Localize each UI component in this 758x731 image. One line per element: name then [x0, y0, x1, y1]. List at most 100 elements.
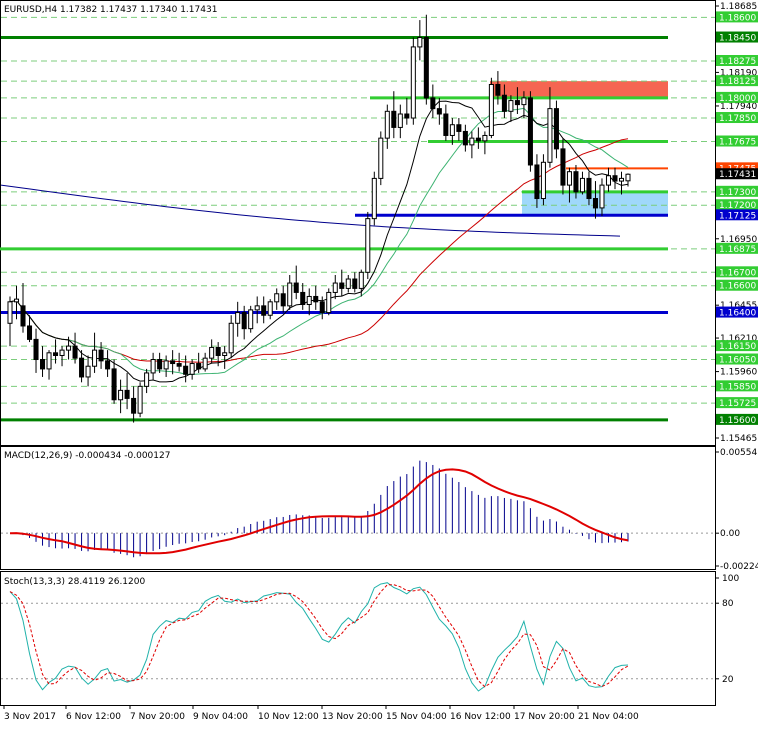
time-tick-label: 13 Nov 20:00: [322, 712, 383, 722]
price-level-label: 1.18000: [719, 94, 756, 104]
stoch-k-line: [9, 582, 629, 692]
price-level-label: 1.16050: [719, 356, 756, 366]
price-level-label: 1.16150: [719, 342, 756, 352]
stoch-pane: [0, 571, 716, 706]
candle-body: [592, 198, 598, 209]
candle-body: [488, 83, 494, 136]
candle-body: [183, 365, 189, 375]
candle-body: [235, 312, 241, 324]
stoch-d-line: [9, 584, 629, 688]
candle-body: [53, 352, 59, 356]
time-tick-label: 6 Nov 12:00: [66, 712, 121, 722]
candle-body: [462, 130, 468, 146]
time-tick-label: 9 Nov 04:00: [193, 712, 248, 722]
last-price-label: 1.17431: [719, 170, 756, 180]
candle-body: [124, 389, 130, 399]
candle-body: [150, 359, 156, 374]
candle-body: [144, 372, 150, 387]
candle-body: [404, 113, 410, 119]
candle-body: [215, 346, 221, 356]
time-tick-label: 3 Nov 2017: [4, 712, 56, 722]
price-axis: 1.18685 1.18190 1.17940 1.16950 1.16455 1.162…: [715, 2, 758, 444]
candle-body: [163, 360, 169, 370]
price-level-tag: [716, 242, 758, 254]
candle-body: [79, 357, 85, 378]
price-level-label: 1.16400: [719, 309, 756, 319]
price-level-tag: [716, 266, 758, 278]
price-level-label: 1.17850: [719, 114, 756, 124]
macd-indicator: 0.00554 0.00 -0.00224: [1, 448, 758, 572]
price-level-tag: [716, 306, 758, 318]
price-level-label: 1.18600: [719, 13, 756, 23]
candle-body: [417, 37, 423, 48]
macd-pane: [0, 446, 716, 570]
macd-signal-line: [9, 468, 629, 555]
price-level-label: 1.17200: [719, 201, 756, 211]
price-level-tag: [716, 353, 758, 365]
candle-body: [612, 175, 618, 182]
macd-pane-title: MACD(12,26,9) -0.000434 -0.000127: [4, 451, 170, 461]
price-level-tag: [716, 91, 758, 103]
candle-body: [33, 338, 39, 361]
macd-tick-label: 0.00: [720, 529, 740, 539]
candle-body: [319, 301, 325, 314]
candle-body: [248, 309, 254, 330]
candle-body: [469, 137, 475, 146]
candle-body: [196, 363, 202, 370]
price-level-tag: [716, 413, 758, 425]
candle-body: [599, 184, 605, 209]
ma-black: [9, 100, 629, 383]
candle-body: [261, 305, 267, 316]
candle-body: [514, 100, 520, 106]
candle-body: [300, 291, 306, 306]
ma-green: [9, 107, 629, 376]
price-level-label: 1.15850: [719, 382, 756, 392]
price-level-tag: [716, 135, 758, 147]
candle-body: [111, 368, 117, 401]
candle-body: [371, 177, 377, 220]
candle-body: [449, 124, 455, 136]
price-level-tag: [716, 209, 758, 221]
resistance-zone: [490, 81, 668, 98]
candle-body: [378, 137, 384, 179]
time-tick-label: 17 Nov 20:00: [514, 712, 575, 722]
price-level-tag: [716, 199, 758, 211]
price-tick-label: 1.15960: [720, 368, 757, 378]
price-level-label: 1.15600: [719, 416, 756, 426]
candle-body: [397, 113, 403, 128]
price-pane: [0, 0, 716, 446]
time-tick-label: 15 Nov 04:00: [386, 712, 447, 722]
candle-body: [339, 282, 345, 289]
price-tick-label: 1.18685: [720, 2, 757, 12]
candle-body: [40, 359, 46, 370]
candle-body: [98, 349, 104, 362]
candle-body: [521, 97, 527, 106]
stoch-tick-label: 20: [722, 675, 734, 685]
price-level-tag: [716, 162, 758, 174]
price-tick-label: 1.15465: [720, 434, 757, 444]
price-level-tag: [716, 340, 758, 352]
candle-body: [105, 360, 111, 370]
price-level-tag: [716, 112, 758, 124]
price-level-label: 1.17675: [719, 138, 756, 148]
candle-body: [280, 293, 286, 307]
candle-body: [118, 389, 124, 401]
candle-body: [566, 171, 572, 186]
candle-body: [436, 108, 442, 115]
candle-body: [508, 100, 514, 112]
candle-body: [358, 271, 364, 289]
candle-body: [352, 278, 358, 289]
price-level-label: 1.17125: [719, 211, 756, 221]
candle-body: [365, 218, 371, 273]
candle-body: [176, 363, 182, 367]
candle-body: [170, 360, 176, 365]
price-levels: [0, 36, 668, 422]
price-tick-label: 1.18190: [720, 68, 757, 78]
last-price-tag: [716, 168, 758, 180]
ma-blue: [0, 184, 621, 237]
candle-body: [46, 352, 52, 370]
candle-body: [85, 365, 91, 378]
candle-body: [287, 282, 293, 307]
candle-body: [560, 148, 566, 186]
candle-body: [430, 97, 436, 110]
